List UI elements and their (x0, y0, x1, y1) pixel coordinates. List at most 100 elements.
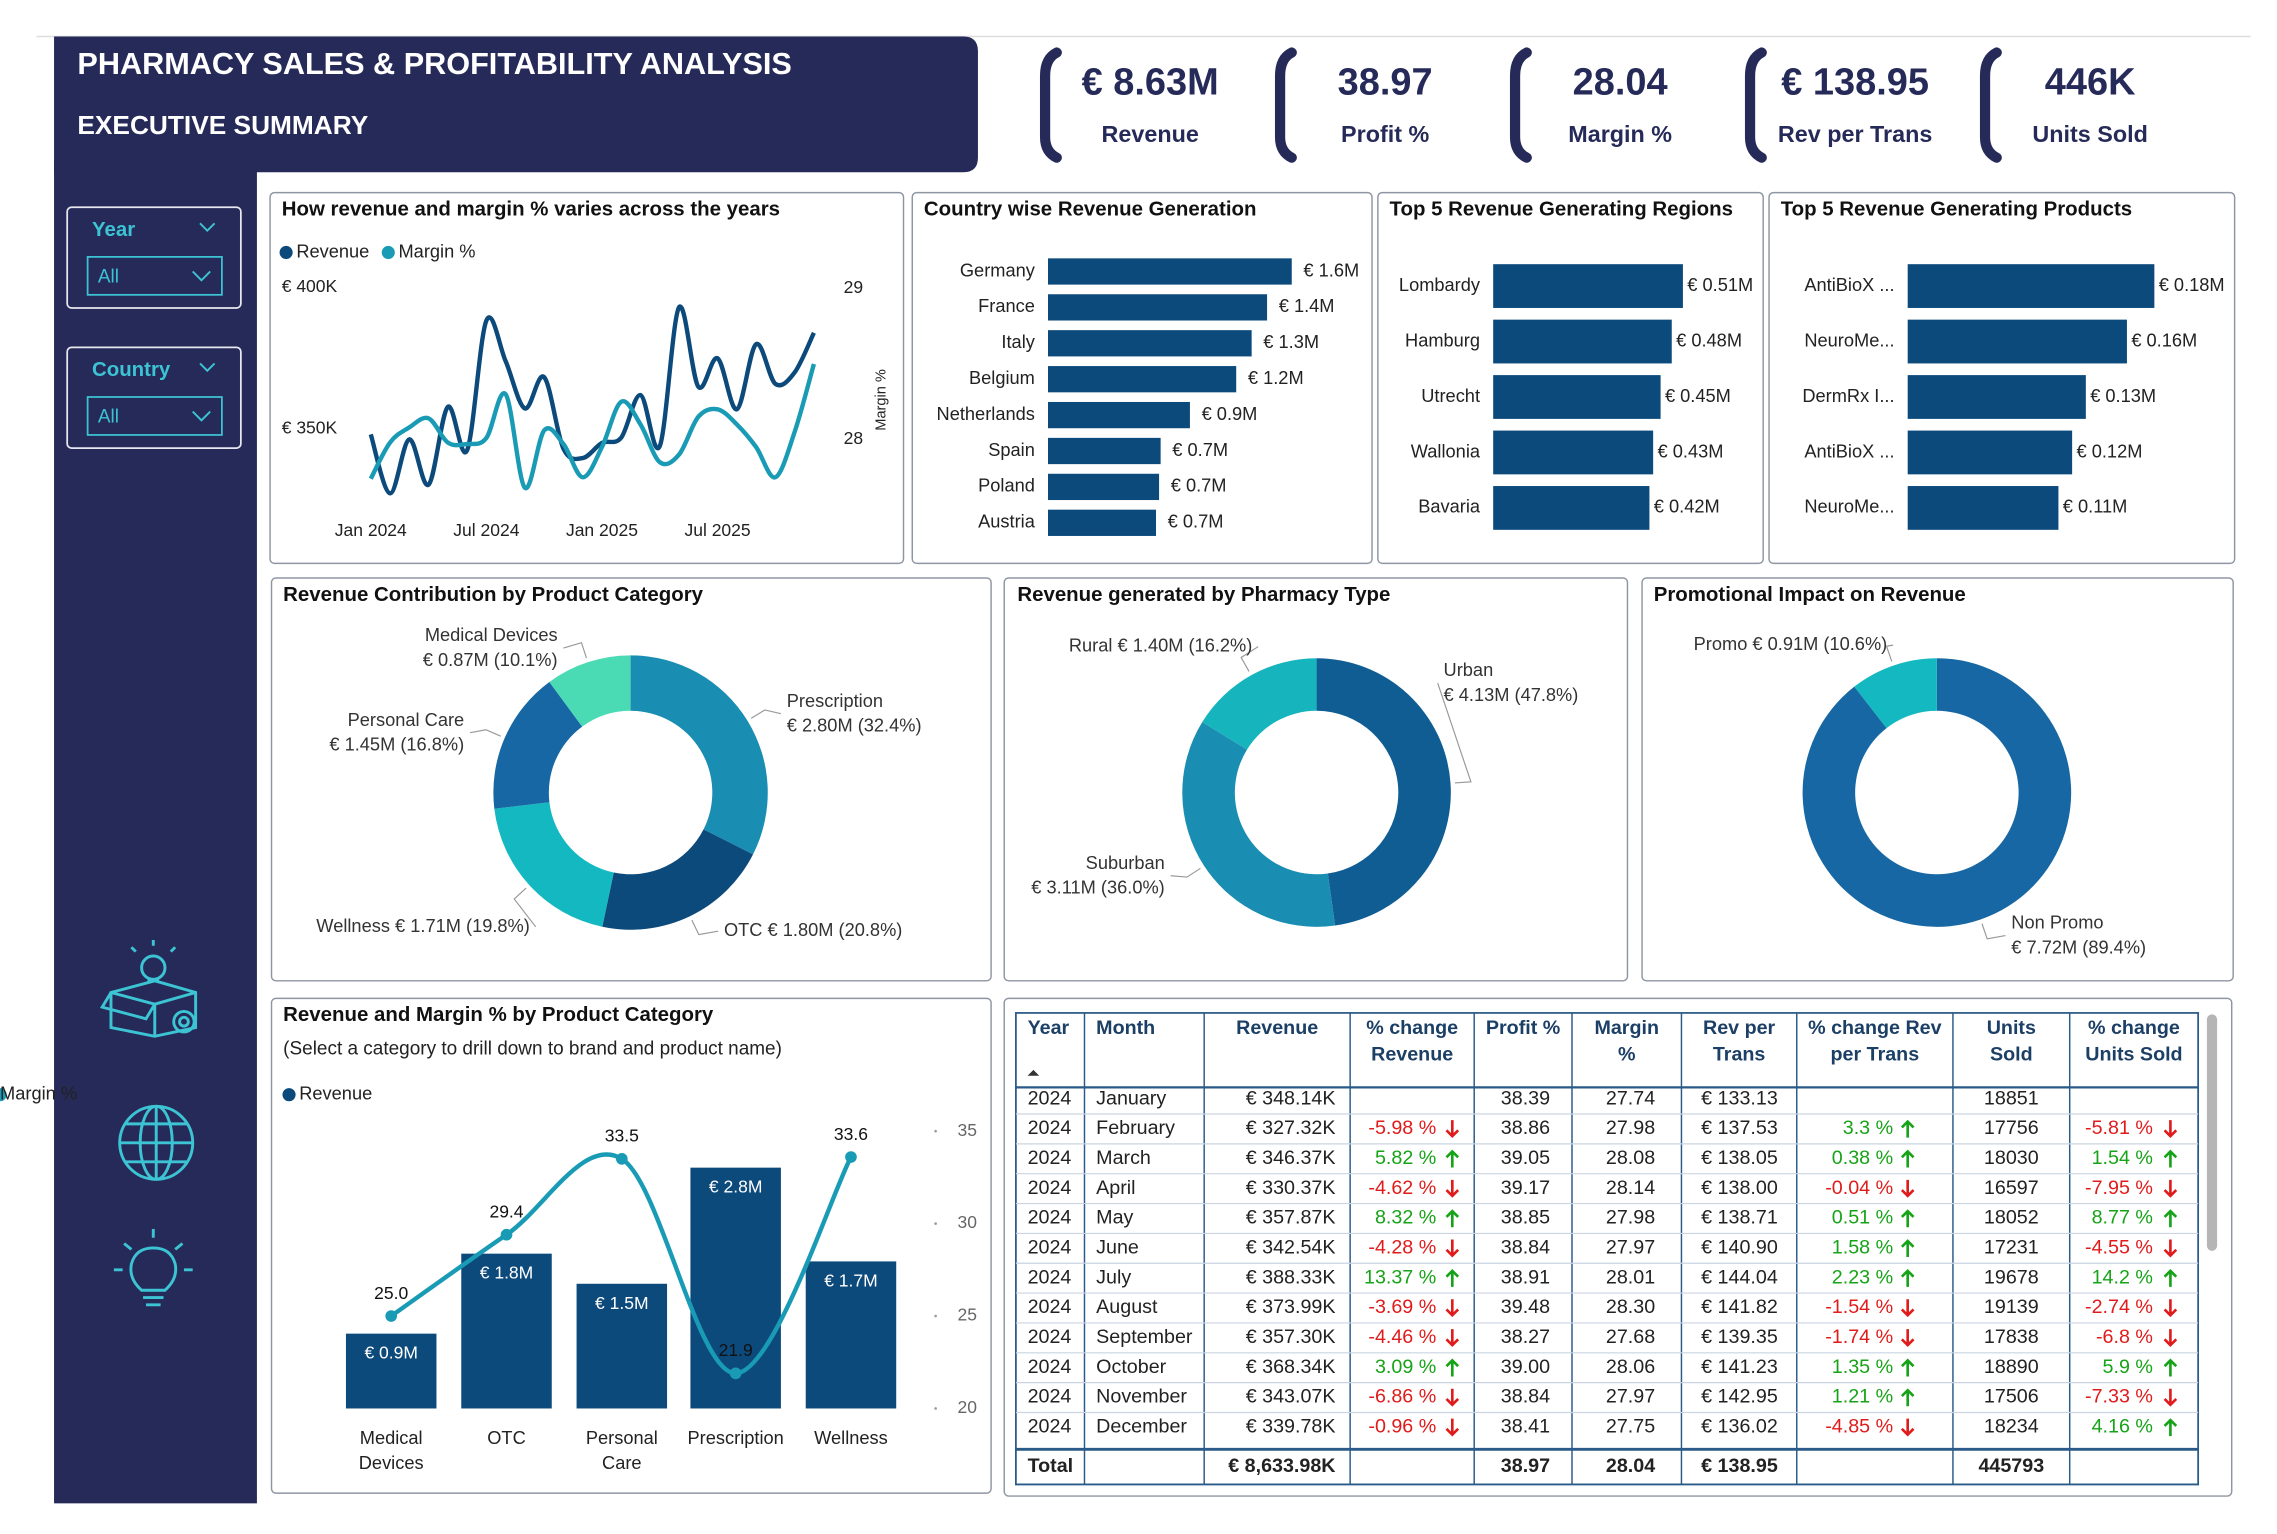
table-cell: February (1096, 1117, 1175, 1139)
legend-marker (381, 245, 395, 260)
bar (1048, 473, 1160, 501)
table-cell: October (1096, 1356, 1166, 1378)
arrow-down (1445, 1329, 1460, 1347)
table-cell: € 138.00 (1701, 1177, 1778, 1199)
category-label: Lombardy (1399, 274, 1481, 295)
leader-line (563, 642, 588, 659)
y2-tick (934, 1407, 937, 1410)
table-cell: January (1096, 1087, 1166, 1109)
bar (1493, 264, 1683, 308)
table-cell: -0.96 % (1368, 1416, 1436, 1438)
category-label: Netherlands (937, 403, 1035, 424)
arrow-down (1900, 1329, 1915, 1347)
table-cell: € 348.14K (1246, 1087, 1336, 1109)
line-point (615, 1153, 628, 1165)
line-value-label: 33.5 (605, 1126, 639, 1146)
line-point (729, 1367, 742, 1380)
leader-line (1981, 923, 2006, 940)
x-tick-label: Medical Devices (359, 1427, 424, 1473)
category-label: Austria (978, 511, 1036, 532)
bar (1907, 264, 2155, 308)
table-cell: 2024 (1028, 1416, 1072, 1438)
bar (1048, 366, 1237, 393)
y2-tick-label: 30 (958, 1212, 978, 1232)
table-cell: -7.95 % (2085, 1177, 2153, 1199)
table-cell: Total (1028, 1455, 1074, 1477)
panel (270, 577, 992, 982)
column-header: Revenue (1236, 1017, 1318, 1039)
kpi-bracket (1509, 47, 1532, 163)
table-cell: 2024 (1028, 1147, 1072, 1169)
scrollbar (2206, 1014, 2218, 1251)
y2-tick (934, 1222, 937, 1225)
slicer-dropdown[interactable] (86, 396, 223, 436)
table-cell: 28.14 (1606, 1177, 1655, 1199)
y2-tick (934, 1129, 937, 1133)
kpi-value: 28.04 (1573, 62, 1668, 104)
arrow-down (2163, 1299, 2178, 1318)
slice-value: € 7.72M (89.4%) (2011, 937, 2146, 958)
x-tick-label: Wellness (814, 1427, 888, 1448)
table-cell: -2.74 % (2085, 1296, 2153, 1318)
slice-value: € 1.71M (19.8%) (395, 915, 530, 936)
bar (461, 1253, 552, 1409)
value-label: € 0.13M (2090, 385, 2156, 406)
panel (270, 997, 992, 1494)
donut-slice (494, 802, 614, 927)
chart-title: Top 5 Revenue Generating Products (1781, 199, 2132, 221)
table-cell: -5.81 % (2085, 1117, 2153, 1139)
table-cell: 28.08 (1606, 1147, 1655, 1169)
table-cell: 38.84 (1501, 1236, 1550, 1258)
table-cell: 2024 (1028, 1177, 1072, 1199)
chart-title: Revenue and Margin % by Product Category (283, 1004, 714, 1026)
table-cell: 39.48 (1501, 1296, 1550, 1318)
slicer[interactable] (66, 346, 242, 449)
chart-title: Revenue generated by Pharmacy Type (1017, 584, 1390, 606)
table-cell: € 368.34K (1246, 1356, 1336, 1378)
chart-title: Top 5 Revenue Generating Regions (1390, 199, 1733, 221)
slicer-dropdown[interactable] (86, 256, 223, 296)
leader-line (1437, 682, 1472, 784)
arrow-down (1900, 1179, 1915, 1198)
table-cell: -4.55 % (2085, 1236, 2153, 1258)
category-label: Bavaria (1418, 496, 1481, 517)
table-cell: December (1096, 1416, 1187, 1438)
category-label: Spain (988, 439, 1035, 460)
line-point (845, 1151, 857, 1163)
table-cell: 27.97 (1606, 1386, 1655, 1408)
donut-slice (549, 655, 631, 727)
kpi-value: 446K (2045, 62, 2136, 104)
slice-name: Suburban (1086, 852, 1165, 873)
table-cell: March (1096, 1147, 1151, 1169)
table-cell: 1.35 % (1832, 1356, 1893, 1378)
table-cell: 28.01 (1606, 1266, 1655, 1288)
x-tick-label: Prescription (688, 1427, 784, 1448)
bar (1907, 319, 2127, 364)
value-label: € 0.11M (2063, 496, 2128, 517)
table-cell: 18890 (1984, 1356, 2039, 1378)
line-value-label: 29.4 (489, 1201, 523, 1221)
value-label: € 0.45M (1665, 385, 1731, 406)
arrow-up (1900, 1119, 1915, 1138)
category-label: Germany (960, 259, 1036, 280)
arrow-up (1900, 1209, 1915, 1228)
table-cell: -4.85 % (1825, 1416, 1893, 1438)
bar (1493, 430, 1654, 475)
table-cell: € 357.30K (1246, 1326, 1336, 1348)
slicer[interactable] (66, 206, 242, 309)
chart-title: How revenue and margin % varies across t… (282, 199, 780, 221)
bar (1048, 401, 1190, 429)
arrow-up (2163, 1268, 2178, 1287)
icon-globe (118, 1104, 195, 1181)
sort-indicator (1027, 1069, 1040, 1076)
arrow-up (2163, 1209, 2178, 1228)
table-cell: 5.82 % (1375, 1147, 1436, 1169)
table-cell: 0.51 % (1832, 1207, 1893, 1229)
table-cell: € 138.71 (1701, 1207, 1778, 1229)
slice-name: Medical Devices (425, 624, 558, 645)
column-header: % change Rev per Trans (1808, 1017, 1942, 1065)
kpi-value: € 8.63M (1082, 62, 1219, 104)
value-label: € 0.12M (2077, 440, 2143, 461)
arrow-down (2163, 1239, 2178, 1258)
arrow-down (2163, 1388, 2178, 1407)
